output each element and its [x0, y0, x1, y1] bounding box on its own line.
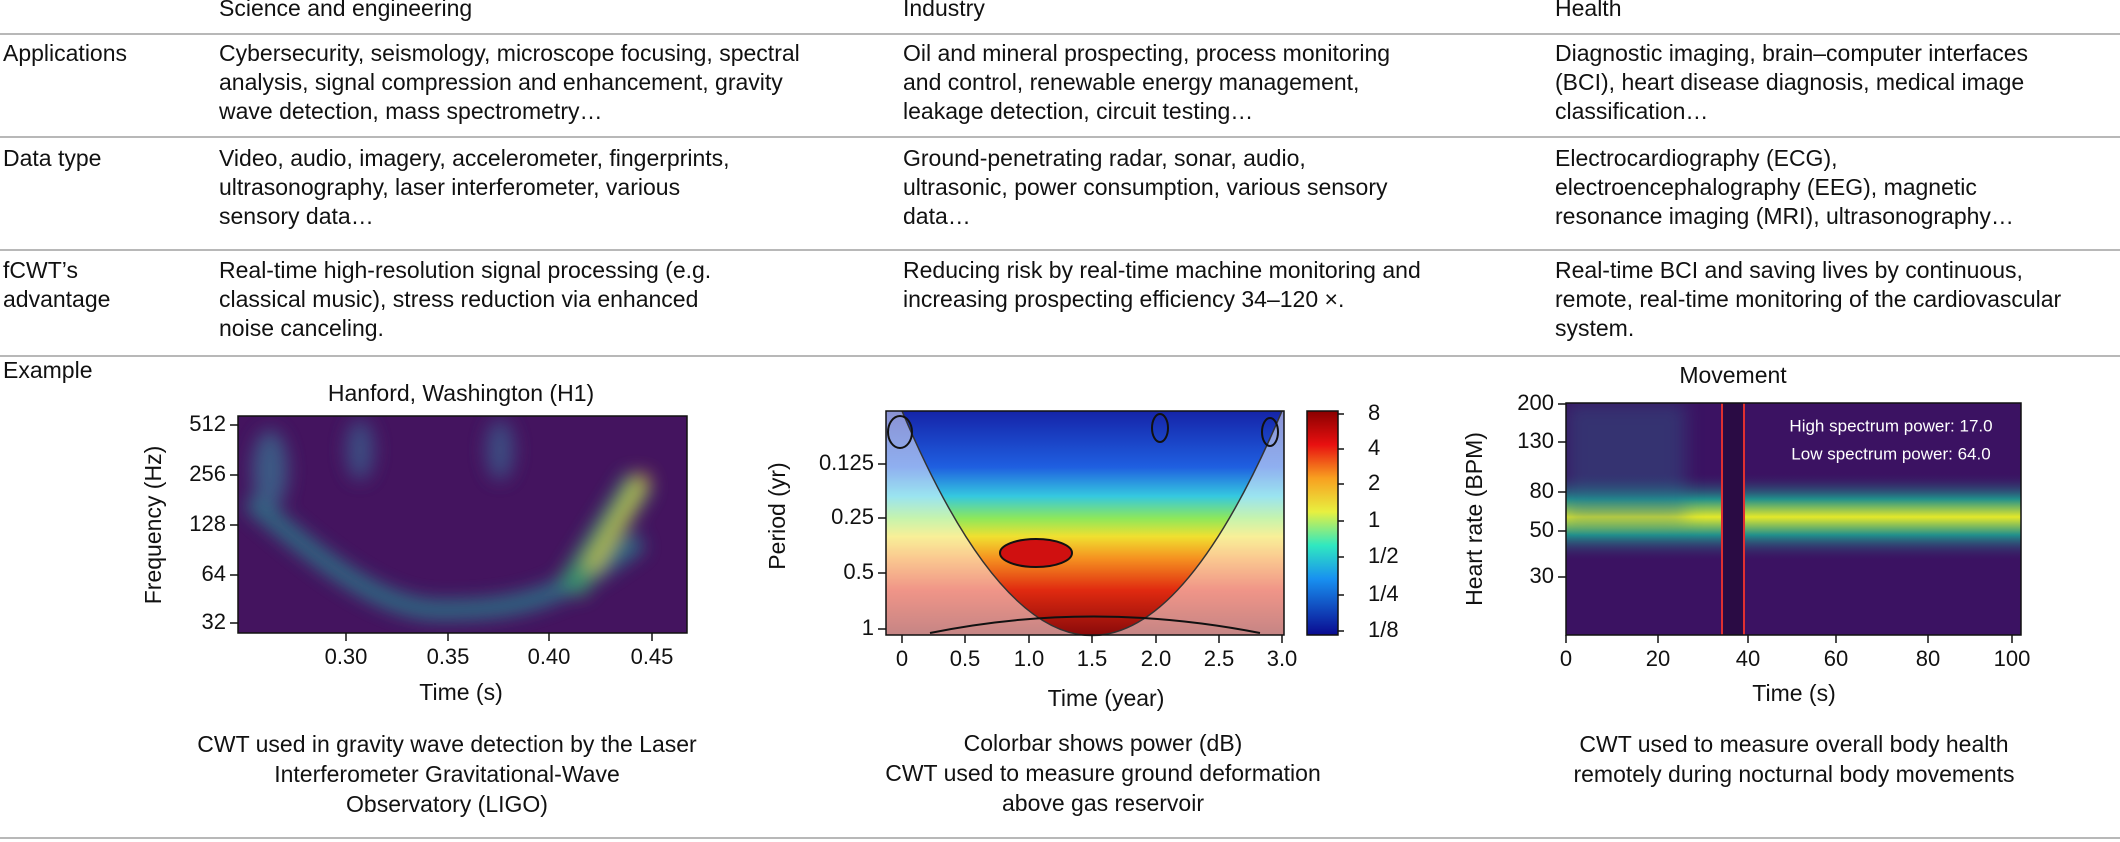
cell-text: classical music), stress reduction via e… — [219, 286, 698, 312]
caption: CWT used in gravity wave detection by th… — [197, 731, 697, 757]
cell-text: Video, audio, imagery, accelerometer, fi… — [219, 145, 730, 171]
cell-text: electroencephalography (EEG), magnetic — [1555, 174, 1977, 200]
column-header: Science and engineering — [219, 0, 472, 21]
column-header: Health — [1555, 0, 1621, 21]
cell-text: wave detection, mass spectrometry… — [218, 98, 602, 124]
cell-text: Diagnostic imaging, brain–computer inter… — [1555, 40, 2028, 66]
y-axis-label: Period (yr) — [764, 462, 790, 569]
x-tick-label: 2.5 — [1204, 646, 1235, 671]
y-tick-label: 32 — [202, 609, 226, 634]
y-tick-label: 0.5 — [843, 559, 874, 584]
row-label: Applications — [3, 40, 127, 66]
marker-label: Movement — [1679, 362, 1787, 388]
x-tick-label: 0.35 — [427, 644, 470, 669]
cell-text: leakage detection, circuit testing… — [903, 98, 1253, 124]
x-tick-label: 40 — [1736, 646, 1760, 671]
y-tick-label: 30 — [1530, 563, 1554, 588]
row-label: fCWT’s — [3, 257, 78, 283]
cell-text: resonance imaging (MRI), ultrasonography… — [1555, 203, 2014, 229]
heatmap-2 — [885, 410, 1339, 637]
x-tick-label: 0 — [896, 646, 908, 671]
x-tick-label: 60 — [1824, 646, 1848, 671]
row-label: advantage — [3, 286, 110, 312]
plot-frame — [1565, 402, 2022, 636]
x-tick-label: 0 — [1560, 646, 1572, 671]
colorbar-label: 1/2 — [1368, 543, 1399, 568]
colorbar-label: 8 — [1368, 400, 1380, 425]
heatmap-3 — [1566, 403, 2021, 635]
cell-text: and control, renewable energy management… — [903, 69, 1359, 95]
caption: remotely during nocturnal body movements — [1573, 761, 2014, 787]
x-tick-label: 2.0 — [1141, 646, 1172, 671]
x-tick-label: 1.5 — [1077, 646, 1108, 671]
caption: Interferometer Gravitational-Wave — [274, 761, 620, 787]
colorbar-label: 1/8 — [1368, 617, 1399, 642]
y-axis-label: Heart rate (BPM) — [1461, 432, 1487, 606]
x-axis-label: Time (year) — [1048, 685, 1165, 711]
y-axis-label: Frequency (Hz) — [140, 446, 166, 604]
x-tick-label: 20 — [1646, 646, 1670, 671]
cell-text: increasing prospecting efficiency 34–120… — [903, 286, 1344, 312]
cell-text: analysis, signal compression and enhance… — [219, 69, 783, 95]
x-tick-label: 80 — [1916, 646, 1940, 671]
cell-text: Ground-penetrating radar, sonar, audio, — [903, 145, 1306, 171]
x-tick-label: 0.30 — [325, 644, 368, 669]
cell-text: ultrasonic, power consumption, various s… — [903, 174, 1388, 200]
plot-title: Hanford, Washington (H1) — [328, 380, 594, 406]
caption: Observatory (LIGO) — [346, 791, 548, 817]
colorbar-label: 2 — [1368, 470, 1380, 495]
cell-text: (BCI), heart disease diagnosis, medical … — [1555, 69, 2024, 95]
y-tick-label: 0.125 — [819, 450, 874, 475]
x-tick-label: 0.45 — [631, 644, 674, 669]
caption: Colorbar shows power (dB) — [964, 730, 1243, 756]
cell-text: Oil and mineral prospecting, process mon… — [903, 40, 1390, 66]
cell-text: data… — [903, 203, 971, 229]
y-tick-label: 200 — [1517, 390, 1554, 415]
y-tick-label: 1 — [862, 615, 874, 640]
colorbar-label: 4 — [1368, 435, 1380, 460]
cell-text: ultrasonography, laser interferometer, v… — [219, 174, 680, 200]
annotation: High spectrum power: 17.0 — [1789, 416, 1992, 435]
cell-text: Real-time BCI and saving lives by contin… — [1555, 257, 2023, 283]
cell-text: system. — [1555, 315, 1634, 341]
y-tick-label: 64 — [202, 561, 226, 586]
colorbar-label: 1/4 — [1368, 581, 1399, 606]
caption: above gas reservoir — [1002, 790, 1204, 816]
cell-text: sensory data… — [219, 203, 374, 229]
cell-text: classification… — [1555, 98, 1708, 124]
y-tick-label: 0.25 — [831, 504, 874, 529]
x-tick-label: 0.5 — [950, 646, 981, 671]
row-label: Data type — [3, 145, 101, 171]
cell-text: remote, real-time monitoring of the card… — [1555, 286, 2062, 312]
y-tick-label: 130 — [1517, 428, 1554, 453]
cell-text: Real-time high-resolution signal process… — [219, 257, 711, 283]
column-header: Industry — [903, 0, 985, 21]
cell-text: Cybersecurity, seismology, microscope fo… — [219, 40, 800, 66]
x-axis-label: Time (s) — [419, 679, 502, 705]
caption: CWT used to measure ground deformation — [885, 760, 1321, 786]
cell-text: noise canceling. — [219, 315, 384, 341]
annotation: Low spectrum power: 64.0 — [1791, 444, 1990, 463]
x-tick-label: 3.0 — [1267, 646, 1298, 671]
x-tick-label: 1.0 — [1014, 646, 1045, 671]
cell-text: Reducing risk by real-time machine monit… — [903, 257, 1421, 283]
colorbar-label: 1 — [1368, 507, 1380, 532]
y-tick-label: 128 — [189, 511, 226, 536]
y-tick-label: 50 — [1530, 517, 1554, 542]
caption: CWT used to measure overall body health — [1579, 731, 2008, 757]
y-tick-label: 80 — [1530, 478, 1554, 503]
y-tick-label: 512 — [189, 411, 226, 436]
y-tick-label: 256 — [189, 461, 226, 486]
row-label: Example — [3, 357, 92, 383]
x-tick-label: 100 — [1994, 646, 2031, 671]
heatmap-1 — [238, 416, 687, 633]
cell-text: Electrocardiography (ECG), — [1555, 145, 1838, 171]
x-axis-label: Time (s) — [1752, 680, 1835, 706]
x-tick-label: 0.40 — [528, 644, 571, 669]
